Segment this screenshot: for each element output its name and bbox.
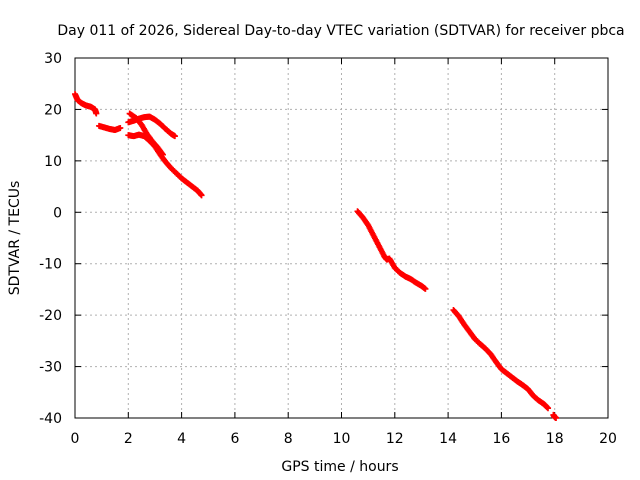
y-axis-label: SDTVAR / TECUs <box>7 181 23 296</box>
data-point <box>545 405 552 412</box>
y-tick-label: 10 <box>44 154 62 170</box>
data-point <box>198 192 205 199</box>
data-point <box>171 133 178 140</box>
x-tick-label: 18 <box>546 431 564 447</box>
data-point <box>93 110 100 117</box>
x-tick-label: 8 <box>284 431 293 447</box>
series-track-6 <box>354 208 429 292</box>
y-tick-label: -30 <box>39 360 62 376</box>
x-tick-label: 16 <box>492 431 510 447</box>
y-tick-label: -40 <box>39 411 62 427</box>
x-tick-label: 0 <box>71 431 80 447</box>
y-tick-label: 20 <box>44 102 62 118</box>
data-point <box>553 415 560 421</box>
grid-lines <box>75 58 608 418</box>
data-points <box>72 91 560 421</box>
x-tick-label: 10 <box>333 431 351 447</box>
x-tick-label: 4 <box>177 431 186 447</box>
x-tick-label: 14 <box>439 431 457 447</box>
x-tick-label: 2 <box>124 431 133 447</box>
x-axis-label: GPS time / hours <box>281 459 398 475</box>
x-tick-label: 20 <box>599 431 617 447</box>
x-tick-label: 12 <box>386 431 404 447</box>
data-point <box>117 124 124 131</box>
data-point <box>422 285 429 292</box>
chart-title: Day 011 of 2026, Sidereal Day-to-day VTE… <box>57 23 624 39</box>
axis-ticks <box>74 57 609 419</box>
y-tick-label: -10 <box>39 257 62 273</box>
x-tick-label: 6 <box>230 431 239 447</box>
y-tick-label: 0 <box>53 205 62 221</box>
y-tick-label: 30 <box>44 51 62 67</box>
y-tick-labels: -40 -30 -20 -10 0 10 20 30 <box>39 51 62 427</box>
series-track-5 <box>125 131 205 199</box>
series-track-2 <box>95 122 124 133</box>
series-track-8 <box>550 411 560 421</box>
x-tick-labels: 0 2 4 6 8 10 12 14 16 18 20 <box>71 431 617 447</box>
series-track-1 <box>72 91 100 117</box>
series-track-7 <box>450 307 552 412</box>
y-tick-label: -20 <box>39 308 62 324</box>
